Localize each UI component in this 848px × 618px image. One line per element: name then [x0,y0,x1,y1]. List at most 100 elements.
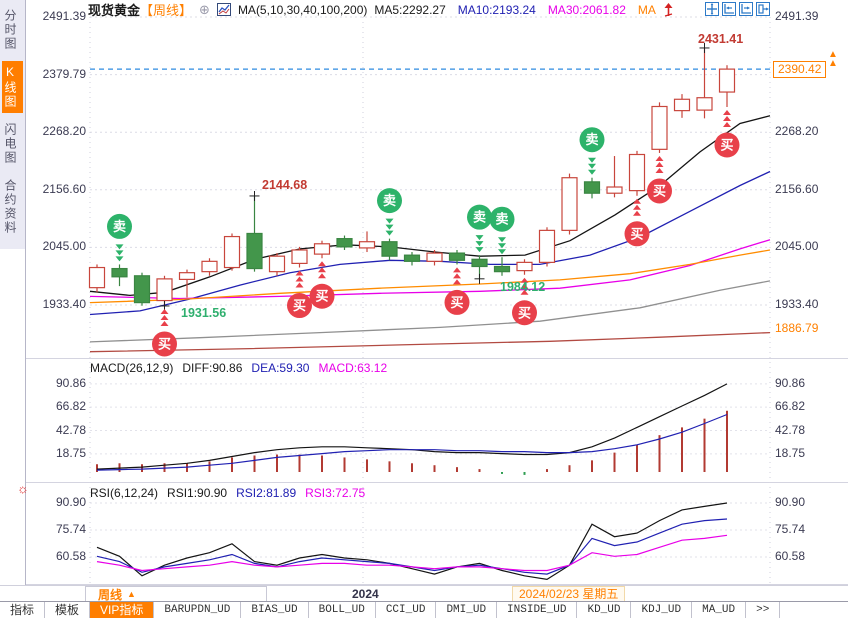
axis-label: 2379.79 [42,66,86,81]
candle-body [156,278,173,302]
axis-label: 2045.00 [42,239,86,254]
tab-MA_UD[interactable]: MA_UD [692,602,747,618]
buy-arrow-icon [655,167,664,173]
tab-DMI_UD[interactable]: DMI_UD [436,602,498,618]
axis-compress-icon[interactable] [722,2,736,16]
candle-body [246,232,263,270]
sidebar-tab-分时图[interactable]: 分时图 [2,5,23,55]
tab-模板[interactable]: 模板 [45,602,91,618]
buy-arrow-icon [318,267,326,273]
sell-arrow-icon [588,157,596,163]
price-up-arrow-icon: ▲ ▲ [828,49,838,69]
axis-label: 75.74 [775,521,806,536]
signal-badge-label: 卖 [113,219,126,234]
exit-chart-icon[interactable] [756,2,770,16]
signal-badge-label: 买 [315,289,328,304]
buy-arrow-icon [655,161,664,167]
sidebar-tab-合约资料[interactable]: 合约资料 [2,175,23,239]
buy-arrow-icon [295,270,304,276]
low-price-label: 1931.56 [181,306,227,320]
move-crosshair-icon[interactable] [705,2,719,16]
rsi-title: RSI(6,12,24) [90,486,159,500]
rsi3-line [96,534,728,572]
indicator-settings-icon[interactable]: ☼ [17,481,29,496]
tab-BOLL_UD[interactable]: BOLL_UD [309,602,376,618]
signal-badge-label: 卖 [585,132,598,147]
buy-arrow-icon [520,289,529,295]
candle-body [493,265,511,273]
sidebar-tab-K线图[interactable]: K线图 [2,61,23,113]
macd-diff-line [96,383,728,470]
sidebar-tab-闪电图[interactable]: 闪电图 [2,119,23,169]
indicator-tabbar: 指标 模板 VIP指标 BARUPDN_UD BIAS_UD BOLL_UD CCI_UD D… [0,601,848,618]
candle-body [381,241,398,257]
axis-expand-icon[interactable] [739,2,753,16]
axis-label: 42.78 [55,422,86,437]
tab-KDJ_UD[interactable]: KDJ_UD [631,602,693,618]
candle-body [448,252,466,261]
period-selector[interactable]: 周线 ▲ [85,586,267,602]
candle-body [471,258,488,268]
ma200-line [89,331,771,353]
timeline-row: 周线 ▲ 2024 2024/02/23 星期五 [0,585,848,602]
tab-BARUPDN_UD[interactable]: BARUPDN_UD [154,602,242,618]
candle-body [628,153,646,192]
indicator-chart-icon[interactable] [216,3,231,16]
candle-body [268,255,286,273]
candle-body [696,97,713,111]
axis-label: 60.58 [775,548,806,563]
tab-KD_UD[interactable]: KD_UD [577,602,632,618]
candle-body [606,186,623,194]
buy-arrow-icon [520,277,529,283]
axis-label: 2491.39 [775,9,819,23]
chart-type-sidebar: 分时图 K线图闪电图合约资料 [0,0,26,585]
sell-arrow-icon [588,169,596,175]
tab-指标[interactable]: 指标 [0,602,46,618]
rsi-panel-header: RSI(6,12,24) RSI1:90.90 RSI2:81.89 RSI3:… [90,486,365,500]
buy-arrow-icon [723,110,731,116]
chart-type-tabs: 分时图 K线图闪电图合约资料 [0,0,25,249]
buy-signal-badge [309,283,335,309]
axis-label: 90.90 [775,495,806,509]
scroll-up-arrow-icon[interactable] [663,2,674,17]
period-up-arrow-icon: ▲ [127,589,136,599]
axis-label: 2045.00 [775,239,819,254]
signal-badge-label: 买 [293,298,306,313]
sell-arrow-icon [385,218,394,224]
sell-arrow-icon [115,256,124,262]
symbol-name: 现货黄金 [88,3,141,18]
rsi1-value: RSI1:90.90 [167,486,228,500]
axis-label: 2156.60 [42,181,86,196]
candle-body [313,243,331,255]
buy-arrow-icon [633,210,641,216]
candle-body [516,261,533,272]
period-label: 【周线】 [140,3,193,18]
candle-body [538,229,556,263]
candle-body [201,260,218,273]
buy-signal-badge [647,178,672,204]
macd-macd-value: MACD:63.12 [318,361,388,375]
buy-signal-badge [287,293,312,319]
candle-body [133,275,151,304]
timeline-year-label: 2024 [352,587,379,601]
tab-CCI_UD[interactable]: CCI_UD [376,602,437,618]
sell-arrow-icon [498,249,506,255]
axis-label: 75.74 [55,521,86,536]
link-circle-plus-icon[interactable]: ⊕ [199,1,210,17]
tab->>[interactable]: >> [746,602,781,618]
tab-VIP指标[interactable]: VIP指标 [90,602,155,618]
buy-arrow-icon [453,273,461,279]
sell-signal-badge [107,213,132,239]
tab-INSIDE_UD[interactable]: INSIDE_UD [497,602,578,618]
macd-panel-header: MACD(26,12,9) DIFF:90.86 DEA:59.30 MACD:… [90,361,387,375]
buy-signal-badge [624,221,650,247]
macd-dea-line [96,413,728,471]
ma40-line [89,249,771,304]
candle-body [403,254,421,262]
ma-settings-label: MA(5,10,30,40,100,200) [237,2,368,17]
tab-BIAS_UD[interactable]: BIAS_UD [241,602,309,618]
macd-title: MACD(26,12,9) [90,361,174,375]
axis-label: 2491.39 [42,9,86,23]
